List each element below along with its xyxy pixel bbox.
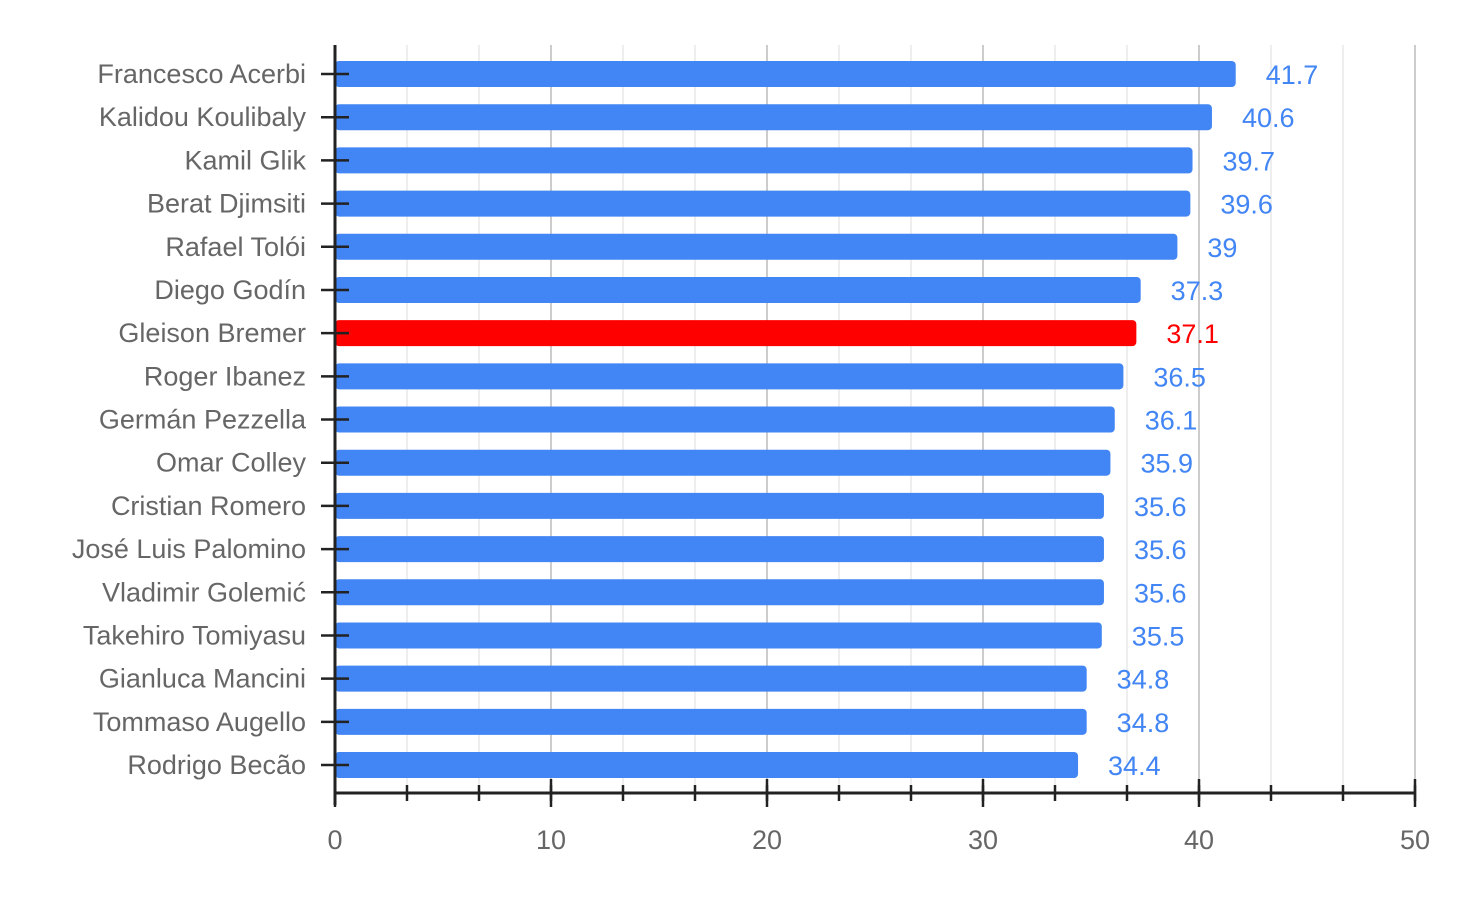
category-label: Kamil Glik	[184, 145, 306, 175]
data-label: 34.8	[1117, 665, 1170, 695]
data-label: 40.6	[1242, 103, 1295, 133]
category-label: Rodrigo Becão	[127, 750, 306, 780]
bar	[335, 61, 1236, 87]
data-label: 41.7	[1266, 60, 1319, 90]
bar	[335, 320, 1137, 347]
bar	[335, 708, 1087, 735]
bar	[335, 752, 1079, 778]
data-label: 34.8	[1117, 708, 1170, 738]
data-label: 35.6	[1134, 492, 1187, 522]
category-label: Diego Godín	[154, 275, 306, 305]
bar	[335, 579, 1104, 606]
labels: Francesco Acerbi 41.7 Kalidou Koulibaly 40.…	[72, 59, 1430, 855]
bar	[335, 406, 1115, 433]
bar	[335, 147, 1193, 174]
category-label: Germán Pezzella	[99, 405, 307, 435]
bar	[335, 536, 1104, 563]
data-label: 39	[1207, 233, 1237, 263]
category-label: José Luis Palomino	[72, 534, 306, 564]
category-label: Rafael Tolói	[165, 232, 306, 262]
category-label: Vladimir Golemić	[102, 577, 306, 607]
data-label: 39.6	[1220, 190, 1273, 220]
x-tick-label: 10	[536, 825, 566, 855]
bar	[335, 665, 1087, 692]
data-label: 37.1	[1166, 319, 1219, 349]
category-label: Cristian Romero	[111, 491, 306, 521]
x-tick-label: 30	[968, 825, 998, 855]
data-label: 39.7	[1223, 146, 1276, 176]
bar	[335, 233, 1178, 260]
category-label: Francesco Acerbi	[97, 59, 306, 89]
category-label: Tommaso Augello	[93, 707, 306, 737]
data-label: 35.6	[1134, 578, 1187, 608]
axes	[321, 45, 1417, 807]
category-label: Takehiro Tomiyasu	[83, 620, 306, 650]
bars	[335, 61, 1236, 778]
bar	[335, 104, 1212, 131]
data-label: 37.3	[1171, 276, 1224, 306]
data-label: 36.1	[1145, 406, 1198, 436]
bar	[335, 276, 1141, 303]
bar	[335, 622, 1102, 649]
category-label: Kalidou Koulibaly	[99, 102, 307, 132]
category-label: Omar Colley	[156, 448, 307, 478]
bar	[335, 492, 1104, 519]
x-tick-label: 50	[1400, 825, 1430, 855]
x-tick-label: 0	[327, 825, 342, 855]
category-label: Gianluca Mancini	[99, 664, 306, 694]
data-label: 35.6	[1134, 535, 1187, 565]
bar	[335, 449, 1111, 476]
data-label: 35.5	[1132, 621, 1185, 651]
bar	[335, 190, 1191, 217]
data-label: 35.9	[1140, 449, 1193, 479]
x-tick-label: 40	[1184, 825, 1214, 855]
category-label: Roger Ibanez	[144, 361, 306, 391]
bar	[335, 363, 1124, 390]
data-label: 36.5	[1153, 362, 1206, 392]
data-label: 34.4	[1108, 751, 1161, 781]
x-tick-label: 20	[752, 825, 782, 855]
category-label: Berat Djimsiti	[147, 189, 306, 219]
category-label: Gleison Bremer	[118, 318, 306, 348]
